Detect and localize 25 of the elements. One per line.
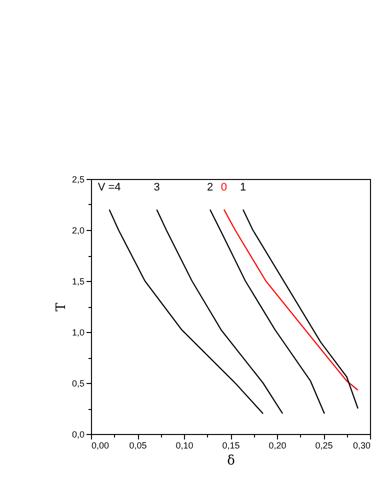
y-tick-label: 1,0 (72, 328, 84, 338)
x-tick-label: 0,05 (129, 440, 147, 450)
y-tick-label: 0,5 (72, 378, 84, 388)
series-label: V =4 (98, 182, 121, 194)
line-series (156, 209, 284, 414)
x-tick-label: 0,20 (268, 440, 286, 450)
line-series (223, 209, 359, 391)
y-tick-label: 0,0 (72, 430, 84, 440)
x-axis-title: δ (227, 454, 236, 468)
series-label: 2 (206, 182, 214, 194)
line-series (242, 209, 359, 410)
series-label: 0 (220, 182, 228, 194)
x-tick-label: 0,00 (92, 440, 110, 450)
x-tick-label: 0,25 (315, 440, 333, 450)
x-tick-label: 0,30 (352, 440, 370, 450)
line-series (209, 209, 326, 414)
y-tick-label: 1,5 (72, 276, 84, 286)
series-label: 1 (240, 182, 246, 194)
y-tick-label: 2,0 (72, 226, 84, 236)
x-tick-label: 0,15 (222, 440, 240, 450)
series-label: 3 (154, 182, 160, 194)
x-tick-label: 0,10 (176, 440, 194, 450)
line-series (108, 209, 264, 414)
y-axis-title: T (54, 302, 69, 312)
y-tick-label: 2,5 (72, 174, 84, 184)
